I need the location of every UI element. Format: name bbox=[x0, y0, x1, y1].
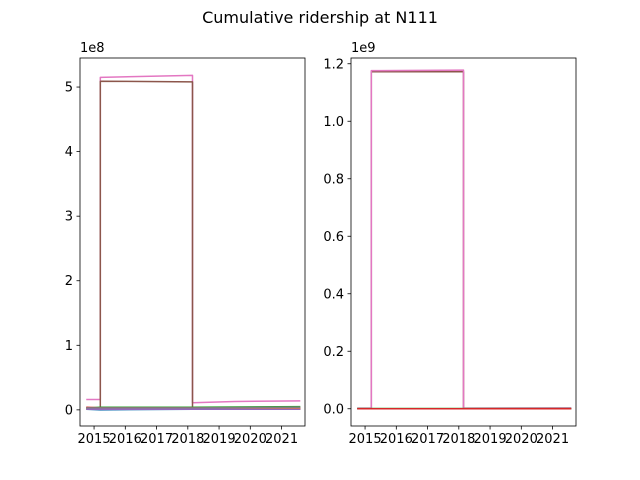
left-y-tick-label: 1 bbox=[65, 339, 73, 354]
left-x-tick-label: 2015 bbox=[78, 432, 111, 447]
left-x-tick-label: 2021 bbox=[265, 432, 298, 447]
right-y-tick-label: 0.2 bbox=[323, 345, 344, 360]
right-y-tick-label: 0.0 bbox=[323, 402, 344, 417]
left-series-line-6 bbox=[86, 406, 301, 409]
left-series-line-0 bbox=[86, 74, 301, 404]
left-y-tick-label: 0 bbox=[65, 403, 73, 418]
right-series-line-0 bbox=[357, 71, 572, 410]
right-series-line-1 bbox=[357, 69, 572, 409]
left-y-tick-label: 5 bbox=[65, 81, 73, 96]
left-x-tick-label: 2016 bbox=[109, 432, 142, 447]
left-x-tick-label: 2018 bbox=[171, 432, 204, 447]
left-y-tick-label: 3 bbox=[65, 210, 73, 225]
left-x-tick-label: 2019 bbox=[203, 432, 236, 447]
right-x-tick-label: 2016 bbox=[380, 432, 413, 447]
left-y-tick-label: 2 bbox=[65, 274, 73, 289]
right-y-offset-label: 1e9 bbox=[351, 41, 376, 56]
left-y-tick-label: 4 bbox=[65, 145, 73, 160]
right-x-tick-label: 2018 bbox=[442, 432, 475, 447]
right-x-tick-label: 2021 bbox=[536, 432, 569, 447]
left-series-line-1 bbox=[86, 80, 301, 410]
right-y-tick-label: 0.8 bbox=[323, 172, 344, 187]
right-y-tick-label: 1.2 bbox=[323, 57, 344, 72]
right-y-tick-label: 0.6 bbox=[323, 230, 344, 245]
right-y-tick-label: 1.0 bbox=[323, 115, 344, 130]
right-x-tick-label: 2017 bbox=[411, 432, 444, 447]
right-y-tick-label: 0.4 bbox=[323, 287, 344, 302]
right-axes-frame bbox=[350, 57, 577, 427]
left-y-offset-label: 1e8 bbox=[80, 41, 105, 56]
right-x-tick-label: 2015 bbox=[349, 432, 382, 447]
left-axes-frame bbox=[79, 57, 306, 427]
figure-title: Cumulative ridership at N111 bbox=[202, 8, 438, 27]
right-x-tick-label: 2019 bbox=[474, 432, 507, 447]
left-x-tick-label: 2020 bbox=[234, 432, 267, 447]
left-x-tick-label: 2017 bbox=[140, 432, 173, 447]
right-x-tick-label: 2020 bbox=[505, 432, 538, 447]
